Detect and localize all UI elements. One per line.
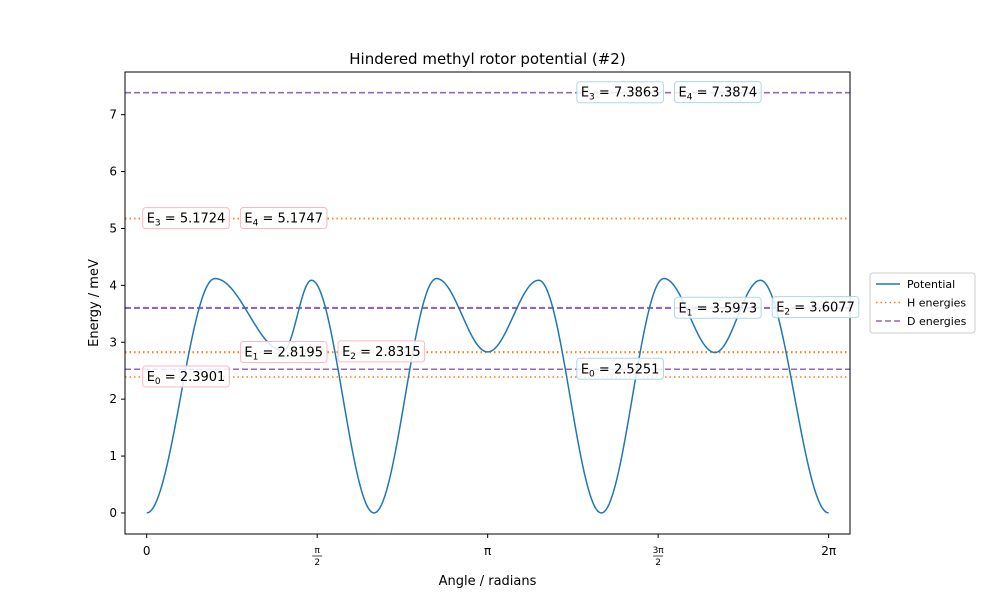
energy-label-box bbox=[576, 81, 664, 104]
y-axis-label: Energy / meV bbox=[87, 259, 102, 347]
energy-label: E2 = 3.6077 bbox=[771, 296, 860, 319]
energy-label: E4 = 7.3874 bbox=[674, 81, 762, 104]
y-tick-label: 3 bbox=[109, 335, 117, 349]
energy-label-text: E0 = 2.5251 bbox=[581, 362, 660, 379]
energy-annotations: E0 = 2.3901 E1 = 2.8195 E2 = 2.8315 E3 = 5.… bbox=[142, 81, 860, 388]
energy-label: E0 = 2.3901 bbox=[142, 365, 230, 388]
x-axis-label: Angle / radians bbox=[439, 574, 537, 589]
y-tick-label: 7 bbox=[109, 108, 117, 122]
energy-label-text: E3 = 5.1724 bbox=[147, 212, 226, 229]
legend-box bbox=[869, 272, 976, 334]
energy-label-box bbox=[142, 207, 230, 230]
legend-label: H energies bbox=[907, 297, 966, 310]
y-tick-label: 6 bbox=[109, 165, 117, 179]
energy-label-box bbox=[142, 365, 230, 388]
legend-label: Potential bbox=[907, 278, 955, 291]
energy-label: E4 = 5.1747 bbox=[239, 207, 328, 230]
energy-label-text: E1 = 2.8195 bbox=[244, 346, 323, 363]
y-tick-label: 2 bbox=[109, 392, 117, 406]
energy-label: E1 = 2.8195 bbox=[239, 341, 328, 364]
energy-label-box bbox=[674, 81, 762, 104]
x-tick-label: 2π bbox=[821, 544, 836, 558]
energy-label-text: E1 = 3.5973 bbox=[679, 301, 758, 318]
energy-label-box bbox=[239, 341, 328, 364]
energy-label-box bbox=[239, 207, 328, 230]
energy-label-box bbox=[337, 340, 426, 363]
energy-label: E1 = 3.5973 bbox=[674, 296, 762, 319]
x-tick-label-denominator: 2 bbox=[314, 558, 320, 568]
y-tick-label: 5 bbox=[109, 221, 117, 235]
legend: Potential H energies D energies bbox=[869, 272, 976, 334]
y-axis: 0 1 2 3 4 5 6 7 bbox=[109, 108, 125, 520]
energy-label: E3 = 5.1724 bbox=[142, 207, 230, 230]
energy-label-box bbox=[576, 357, 664, 380]
x-tick-label: 0 bbox=[143, 544, 151, 558]
legend-label: D energies bbox=[907, 315, 967, 328]
energy-label-text: E3 = 7.3863 bbox=[581, 86, 660, 103]
energy-label-text: E2 = 2.8315 bbox=[342, 345, 421, 362]
energy-label-text: E4 = 7.3874 bbox=[679, 86, 758, 103]
y-tick-label: 4 bbox=[109, 278, 117, 292]
energy-label-box bbox=[674, 296, 762, 319]
y-tick-label: 1 bbox=[109, 449, 117, 463]
chart-title: Hindered methyl rotor potential (#2) bbox=[349, 50, 625, 68]
energy-label-text: E2 = 3.6077 bbox=[776, 301, 855, 318]
x-tick-label-numerator: 3π bbox=[653, 546, 665, 556]
x-tick-label: π bbox=[484, 544, 491, 558]
x-tick-label-denominator: 2 bbox=[655, 558, 661, 568]
energy-label-box bbox=[771, 296, 860, 319]
energy-label-text: E4 = 5.1747 bbox=[244, 212, 323, 229]
energy-label: E3 = 7.3863 bbox=[576, 81, 664, 104]
x-tick-label-numerator: π bbox=[314, 546, 320, 556]
y-tick-label: 0 bbox=[109, 506, 117, 520]
energy-label: E2 = 2.8315 bbox=[337, 340, 426, 363]
energy-label-text: E0 = 2.3901 bbox=[147, 370, 226, 387]
energy-label: E0 = 2.5251 bbox=[576, 357, 664, 380]
